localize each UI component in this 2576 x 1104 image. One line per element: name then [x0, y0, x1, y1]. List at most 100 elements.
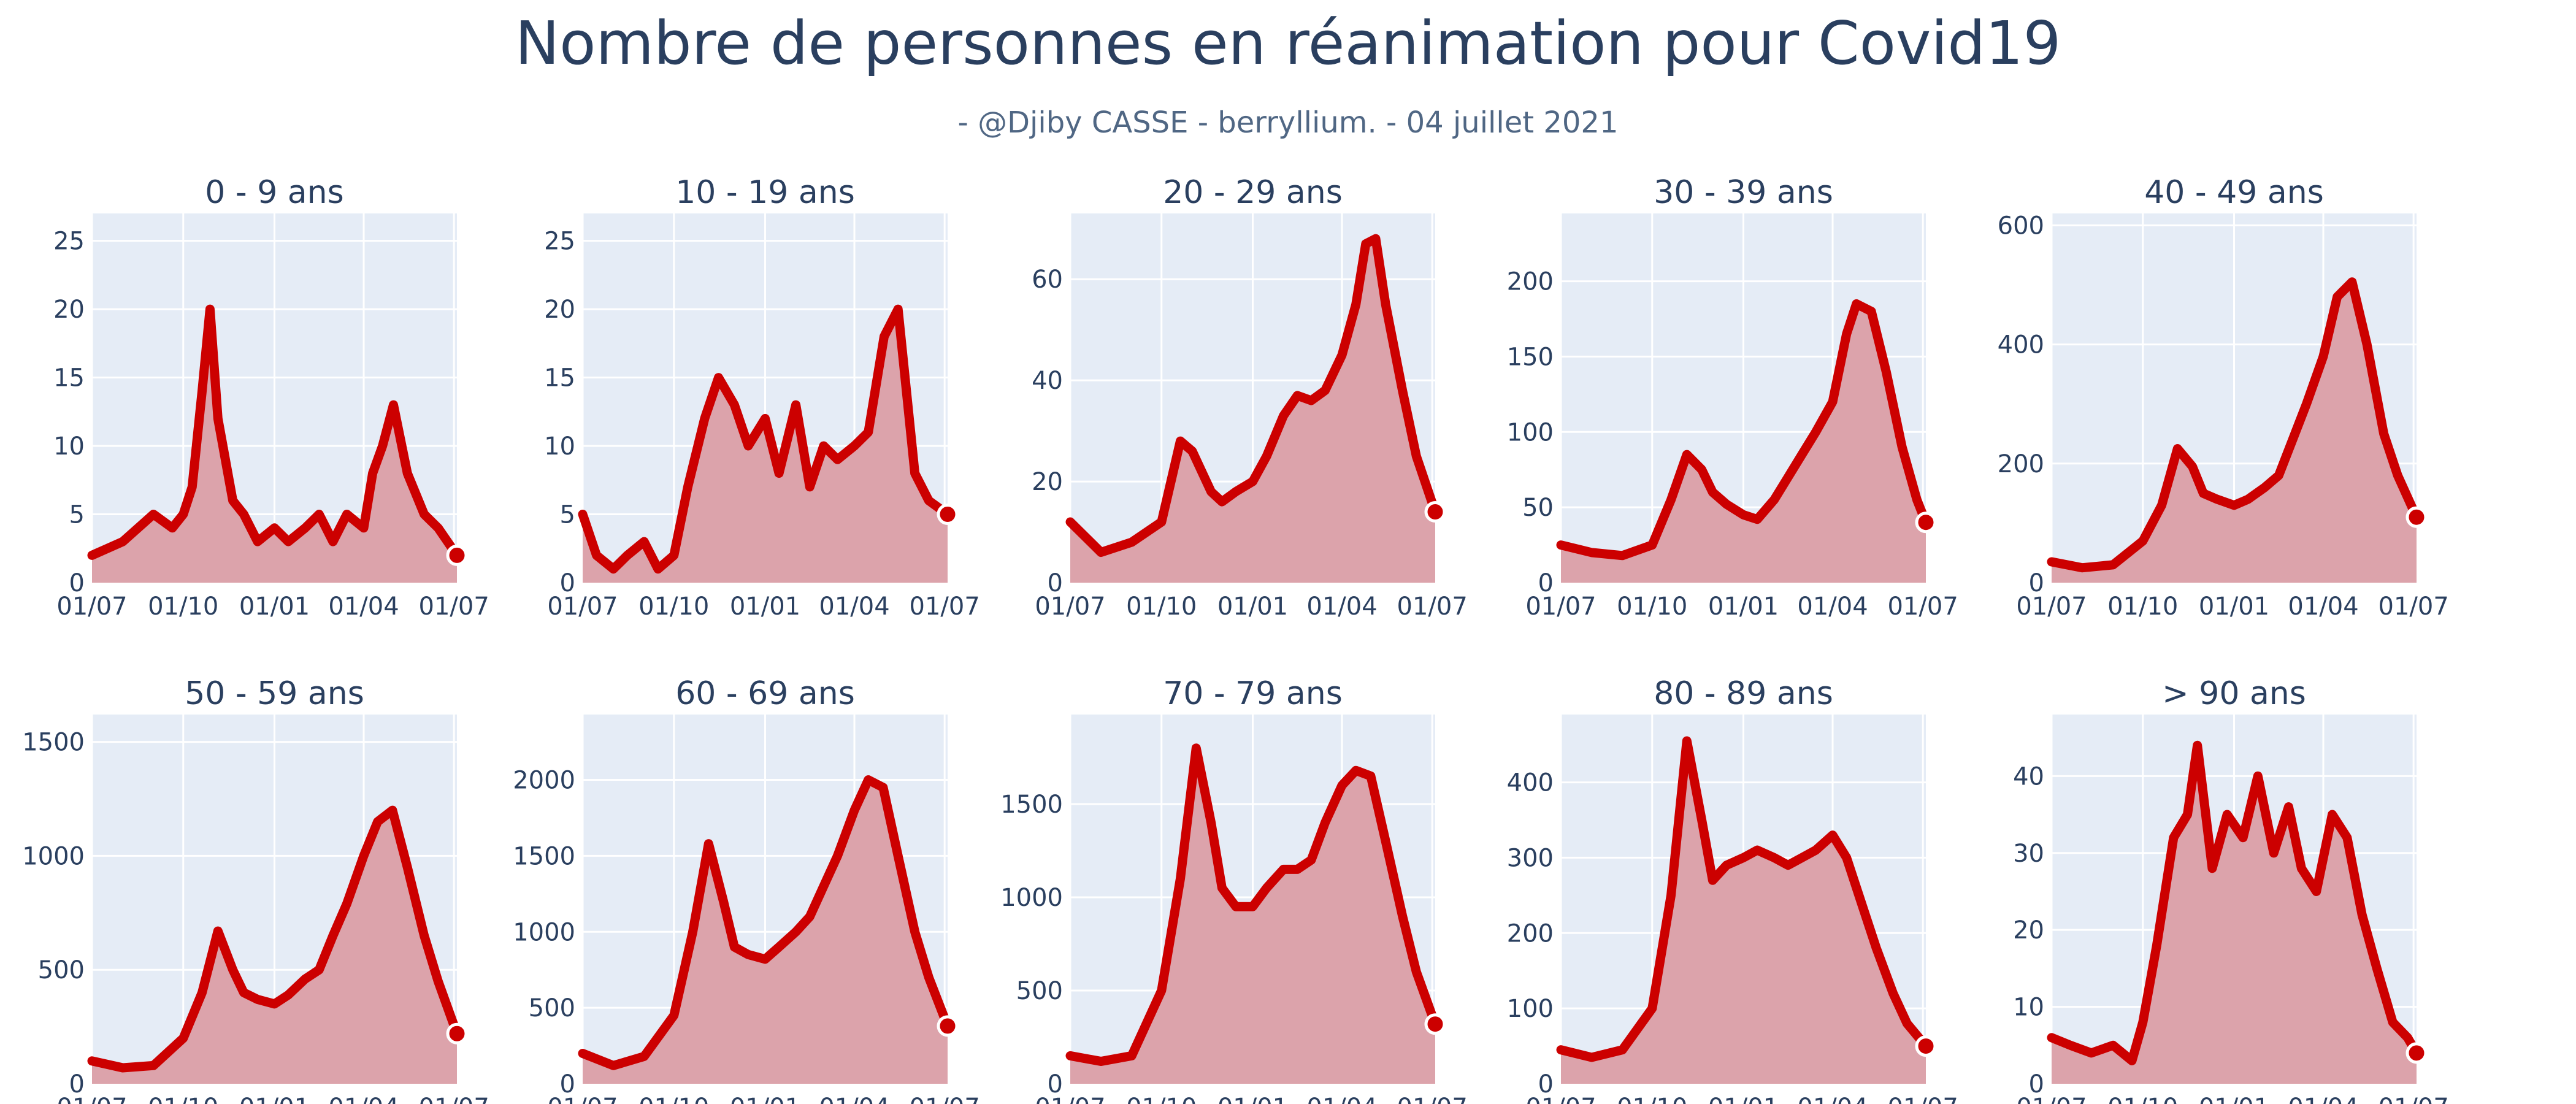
x-tick-label: 01/10 — [2107, 592, 2178, 621]
y-tick-label: 0 — [560, 569, 575, 597]
panel-title: 60 - 69 ans — [675, 675, 855, 712]
series-line — [1065, 743, 1440, 1066]
x-tick-label: 01/04 — [1306, 592, 1377, 621]
panel-6: 0 500 1000 1500 2000 01/07 01/10 01/01 01/04 01/0… — [513, 675, 980, 1104]
x-tick-label: 01/07 — [419, 592, 489, 621]
x-tick-label: 01/10 — [148, 592, 218, 621]
x-tick-label: 01/07 — [56, 1094, 127, 1104]
x-tick-label: 01/07 — [910, 592, 980, 621]
y-tick-label: 0 — [1538, 1070, 1554, 1098]
y-tick-label: 0 — [2029, 569, 2044, 597]
panel-title: 70 - 79 ans — [1163, 675, 1343, 712]
x-tick-label: 01/01 — [730, 592, 800, 621]
panel-4: 0 200 400 600 01/07 01/10 01/01 01/04 01/07 40 - … — [1998, 174, 2449, 621]
panel-2: 0 20 40 60 01/07 01/10 01/01 01/04 01/07 20 - 29 … — [1032, 174, 1468, 621]
y-tick-label: 5 — [560, 501, 575, 529]
panel-title: 10 - 19 ans — [675, 174, 855, 211]
y-tick-label: 40 — [2013, 762, 2044, 791]
y-tick-label: 150 — [1507, 343, 1554, 371]
x-tick-label: 01/01 — [2199, 592, 2269, 621]
y-tick-label: 0 — [69, 1070, 85, 1098]
series-area — [1561, 741, 1926, 1084]
y-tick-label: 20 — [2013, 916, 2044, 945]
y-tick-label: 20 — [544, 296, 575, 324]
y-tick-label: 60 — [1032, 266, 1063, 294]
x-tick-label: 01/10 — [1126, 592, 1197, 621]
x-tick-label: 01/07 — [2379, 592, 2449, 621]
panel-8: 0 100 200 300 400 01/07 01/10 01/01 01/04 01/07 80… — [1507, 675, 1958, 1104]
x-tick-label: 01/01 — [1217, 592, 1288, 621]
series-area — [92, 810, 457, 1084]
y-tick-label: 400 — [1998, 331, 2044, 359]
x-tick-label: 01/07 — [1525, 592, 1596, 621]
panel-7: 0 500 1000 1500 01/07 01/10 01/01 01/04 01/07 70 … — [1000, 675, 1468, 1104]
panel-3: 0 50 100 150 200 01/07 01/10 01/01 01/04 01/07 30 … — [1507, 174, 1958, 621]
panel-title: 40 - 49 ans — [2144, 174, 2324, 211]
x-tick-label: 01/10 — [2107, 1094, 2178, 1104]
series-line — [578, 775, 953, 1070]
series-area — [583, 309, 948, 583]
x-tick-label: 01/07 — [1888, 592, 1958, 621]
series-area — [1561, 304, 1926, 583]
y-tick-label: 50 — [1522, 494, 1554, 522]
last-value-marker — [2405, 506, 2428, 528]
y-tick-label: 400 — [1507, 769, 1554, 797]
panel-1: 0 5 10 15 20 25 01/07 01/10 01/01 01/04 01/07 10 - … — [544, 174, 980, 621]
last-value-marker — [2405, 1042, 2428, 1064]
x-tick-label: 01/07 — [2016, 592, 2087, 621]
x-tick-label: 01/10 — [1617, 1094, 1687, 1104]
y-tick-label: 1500 — [22, 729, 85, 757]
y-tick-label: 1000 — [1000, 884, 1063, 912]
x-tick-label: 01/04 — [2288, 1094, 2358, 1104]
x-tick-label: 01/07 — [2016, 1094, 2087, 1104]
y-tick-label: 25 — [544, 228, 575, 256]
y-tick-label: 1500 — [1000, 791, 1063, 819]
panel-title: 0 - 9 ans — [205, 174, 343, 211]
y-tick-label: 0 — [2029, 1070, 2044, 1098]
last-value-marker — [937, 504, 959, 526]
y-tick-label: 0 — [1048, 1070, 1063, 1098]
series-area — [1070, 239, 1435, 583]
y-tick-label: 5 — [69, 501, 85, 529]
series-line — [1556, 736, 1931, 1062]
y-tick-label: 500 — [529, 994, 575, 1022]
y-tick-label: 200 — [1507, 919, 1554, 948]
panel-title: 50 - 59 ans — [185, 675, 364, 712]
x-tick-label: 01/04 — [1306, 1094, 1377, 1104]
x-tick-label: 01/01 — [239, 592, 310, 621]
y-tick-label: 20 — [53, 296, 85, 324]
y-tick-label: 0 — [560, 1070, 575, 1098]
y-tick-label: 10 — [544, 432, 575, 461]
x-tick-label: 01/04 — [328, 1094, 399, 1104]
y-tick-label: 200 — [1998, 450, 2044, 478]
y-tick-label: 600 — [1998, 212, 2044, 240]
series-line — [578, 304, 953, 574]
x-tick-label: 01/10 — [638, 1094, 709, 1104]
y-tick-label: 500 — [1016, 977, 1063, 1005]
series-area — [2052, 745, 2417, 1084]
panel-0: 0 5 10 15 20 25 01/07 01/10 01/01 01/04 01/07 0 - 9… — [53, 174, 489, 621]
x-tick-label: 01/10 — [1617, 592, 1687, 621]
panel-title: 80 - 89 ans — [1654, 675, 1833, 712]
series-area — [583, 780, 948, 1084]
panel-title: > 90 ans — [2162, 675, 2306, 712]
x-tick-label: 01/01 — [239, 1094, 310, 1104]
series-line — [87, 304, 462, 560]
chart-subtitle: - @Djiby CASSE - berryllium. - 04 juille… — [957, 105, 1619, 140]
chart-title: Nombre de personnes en réanimation pour … — [515, 9, 2061, 78]
x-tick-label: 01/10 — [1126, 1094, 1197, 1104]
y-tick-label: 15 — [544, 364, 575, 393]
x-tick-label: 01/01 — [2199, 1094, 2269, 1104]
last-value-marker — [1424, 501, 1446, 523]
x-tick-label: 01/07 — [1035, 592, 1105, 621]
y-tick-label: 200 — [1507, 268, 1554, 296]
last-value-marker — [1915, 1035, 1937, 1057]
panel-9: 0 10 20 30 40 01/07 01/10 01/01 01/04 01/07 > 90 a… — [2013, 675, 2449, 1104]
x-tick-label: 01/07 — [1397, 1094, 1468, 1104]
y-tick-label: 500 — [38, 956, 85, 984]
x-tick-label: 01/07 — [547, 1094, 618, 1104]
series-line — [1556, 299, 1931, 561]
y-tick-label: 10 — [2013, 994, 2044, 1022]
x-tick-label: 01/01 — [1708, 1094, 1779, 1104]
